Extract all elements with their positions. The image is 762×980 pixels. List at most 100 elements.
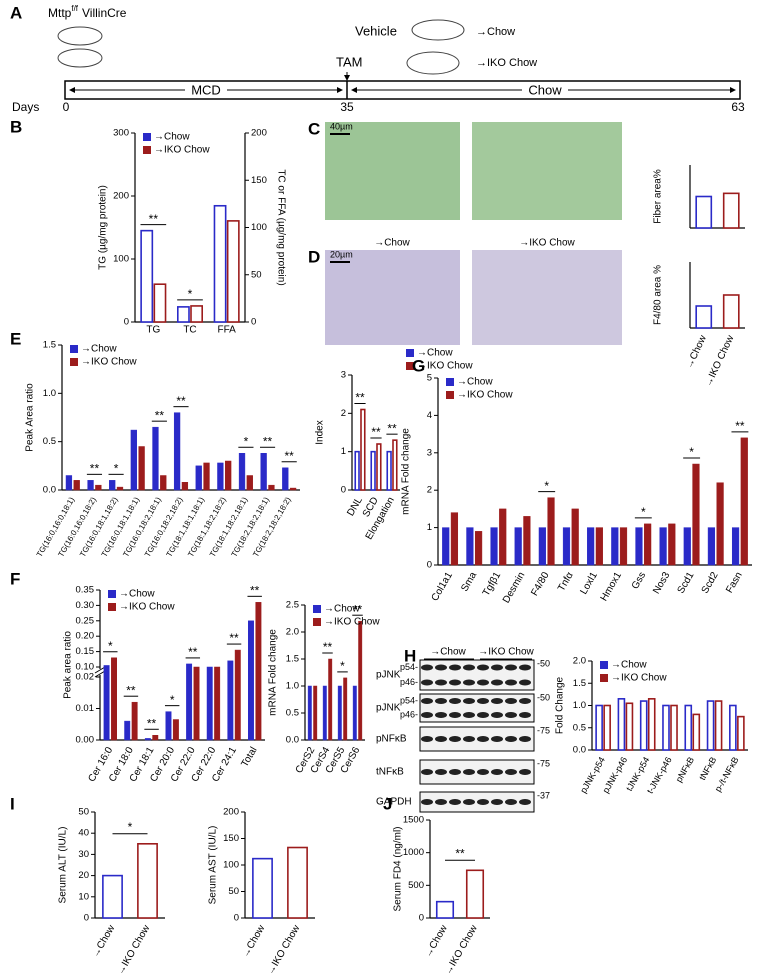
x-tick-label: tNFκB [697,755,718,782]
band [421,698,433,704]
band [421,712,433,718]
significance: ** [353,602,363,616]
bar [474,531,483,566]
y-tick-label: 300 [113,128,129,139]
bar [73,480,80,491]
band [505,799,517,805]
band [491,769,503,775]
bar [214,666,221,741]
legend-swatch [446,391,454,399]
bar [289,487,297,491]
blot-label: pJNK [376,670,401,681]
significance: ** [90,462,100,476]
bar [692,463,700,566]
y-tick-label: 0.00 [76,735,95,746]
bar [260,453,267,491]
significance: ** [285,449,295,463]
bar [490,527,498,566]
legend-swatch [143,146,151,154]
bar [181,482,189,491]
bar [587,527,595,566]
band [449,698,461,704]
band [421,679,433,686]
bar [386,450,392,491]
bar [116,486,124,491]
x-tick-label: Sma [459,570,479,594]
legend-swatch [406,362,414,370]
bar [740,437,748,566]
y2-tick-label: 0 [251,317,256,328]
bar [137,842,158,919]
x-tick-label: Total [239,745,259,769]
y-tick-label: 0.5 [286,708,299,719]
legend-label: →IKO Chow [154,145,210,156]
panel-letter: H [404,646,416,665]
band [519,769,531,775]
legend-swatch [313,605,321,613]
y-tick-label: 0 [124,317,129,328]
band [477,679,489,686]
y-tick-label: 0.35 [76,585,95,596]
bar [625,702,634,751]
bar [226,220,240,323]
y-axis-label: Peak area ratio [63,631,74,699]
break-mark [94,670,106,678]
group-treatment: TAM [336,54,362,69]
legend-label: →Chow [154,132,190,143]
bar [206,666,213,741]
y-tick-label: 2.0 [286,627,299,638]
x-tick-label: →IKO Chow [115,923,153,975]
group-outcome: →Chow [476,26,515,38]
bar [352,685,357,741]
bar [683,527,691,566]
band [505,769,517,775]
bar [313,685,318,741]
significance: ** [387,421,397,435]
bar [195,465,202,491]
significance: * [114,462,119,476]
x-tick-label: Tnfα [556,570,576,593]
days-label: Days [12,100,39,114]
strain-name: Mttp [48,6,72,20]
significance: ** [455,846,465,860]
bar [65,475,73,491]
y-axis-label: Fiber area% [653,169,664,224]
y2-axis-label: TC or FFA (µg/mg protein) [275,169,286,285]
bar [538,527,546,566]
x-tick-label: Gss [630,570,648,591]
legend-label: →IKO Chow [611,673,667,684]
significance: * [244,434,249,448]
band [491,712,503,718]
bar [547,497,555,566]
y-axis-label: Serum ALT (IU/L) [58,827,69,904]
y-tick-label: 100 [223,860,239,871]
bar [307,685,312,741]
y-tick-label: 50 [78,807,89,818]
y-tick-label: 1.0 [573,700,586,711]
band [519,664,531,671]
x-tick-label: Desmin [501,570,527,605]
bar [131,701,138,741]
group-outcome: →IKO Chow [476,57,537,69]
blot-marker: -37 [537,790,550,800]
y-tick-label: 0.0 [573,745,586,756]
y-tick-label: 0 [341,485,346,496]
bar [337,685,342,741]
y-tick-label: 1000 [403,847,424,858]
x-tick-label: Scd2 [700,570,721,596]
y-tick-label: 3 [341,370,346,381]
legend-label: →IKO Chow [81,357,137,368]
bar [268,484,275,491]
blot-strip [419,693,535,723]
bar [670,704,678,751]
x-tick-label: →Chow [90,923,118,960]
y-tick-label: 0.25 [76,615,95,626]
histology-image [325,122,460,220]
y-tick-label: 0 [234,913,239,924]
bar [611,527,619,566]
band [491,698,503,704]
bar [103,665,110,741]
bar [140,229,154,323]
significance: * [544,479,549,493]
